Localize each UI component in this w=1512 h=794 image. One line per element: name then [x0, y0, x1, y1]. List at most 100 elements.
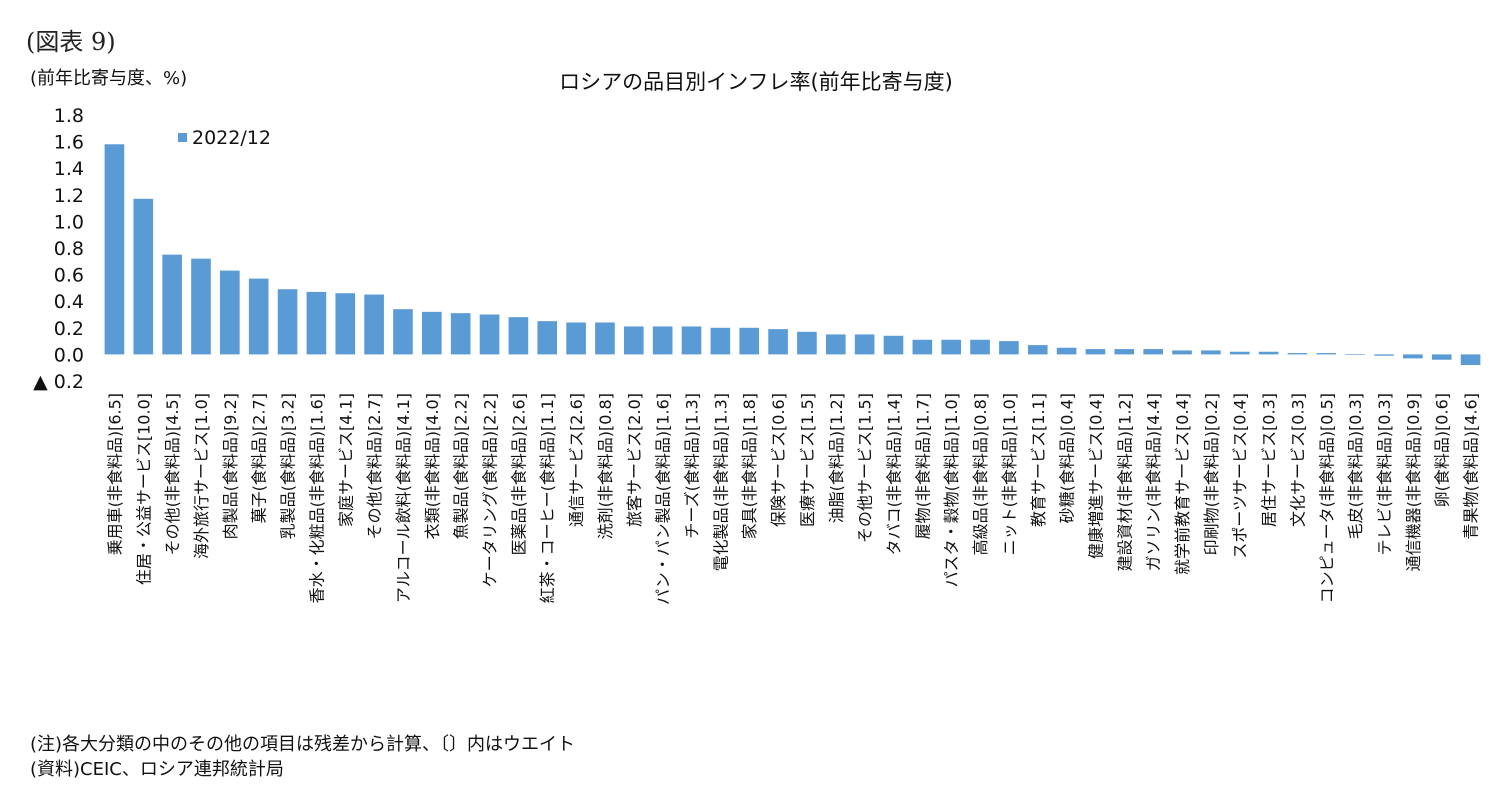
y-tick-label: ▲ 0.2	[33, 371, 84, 393]
bar	[825, 334, 846, 355]
bar	[450, 313, 471, 355]
x-category-label: 医薬品(非食料品)[2.6]	[509, 393, 528, 555]
x-category-label: テレビ(非食料品)[0.3]	[1375, 393, 1394, 555]
legend-label: 2022/12	[192, 127, 271, 149]
x-axis-labels: 乗用車(非食料品)[6.5] 住居・公益サービス[10.0] その他(非食料品)[4…	[105, 393, 1480, 605]
x-category-label: コンピュータ(非食料品)[0.5]	[1317, 393, 1336, 603]
bar	[768, 329, 788, 355]
x-category-label: 菓子(食料品)[2.7]	[250, 393, 269, 523]
x-category-label: 魚製品(食料品)[2.2]	[452, 393, 471, 539]
bar	[162, 254, 182, 355]
x-category-label: 家具(非食料品)[1.8]	[740, 393, 759, 539]
bar	[1114, 349, 1135, 355]
bar	[133, 198, 154, 355]
bar	[393, 309, 413, 355]
y-tick-label: 1.2	[54, 185, 84, 207]
footnote-source: (資料)CEIC、ロシア連邦統計局	[30, 759, 284, 780]
bar	[1085, 349, 1106, 355]
x-category-label: 乳製品(食料品)[3.2]	[279, 393, 298, 539]
x-category-label: パスタ・穀物(食料品)[1.0]	[942, 393, 961, 587]
bar	[1403, 354, 1423, 359]
bar-series	[104, 144, 1481, 366]
x-category-label: 履物(非食料品)[1.7]	[913, 393, 932, 539]
bar	[1431, 354, 1452, 360]
bar	[797, 331, 817, 355]
bar	[1345, 354, 1365, 355]
bar	[652, 326, 673, 355]
y-tick-label: 1.0	[54, 211, 84, 233]
y-tick-label: 0.2	[54, 318, 84, 340]
bar	[364, 294, 384, 355]
bar	[220, 270, 240, 355]
bar	[912, 339, 933, 355]
x-category-label: 就学前教育サービス[0.4]	[1173, 393, 1192, 575]
x-category-label: 医療サービス[1.5]	[798, 393, 817, 527]
x-category-label: チーズ(食料品)[1.3]	[683, 393, 702, 539]
x-category-label: スポーツサービス[0.4]	[1231, 393, 1250, 559]
bar	[1056, 347, 1077, 355]
bar	[1027, 345, 1048, 355]
x-category-label: 青果物(食料品)[4.6]	[1462, 393, 1481, 539]
figure-label: (図表 9)	[26, 28, 116, 56]
y-tick-label: 0.8	[54, 238, 84, 260]
bar	[1316, 353, 1337, 355]
bar	[1201, 350, 1221, 355]
unit-label: (前年比寄与度、%)	[30, 68, 188, 89]
x-category-label: 高級品(非食料品)[0.8]	[971, 393, 990, 555]
x-category-label: 電化製品(非食料品)[1.3]	[711, 393, 730, 571]
bar	[595, 322, 615, 355]
x-category-label: 卵(食料品)[0.6]	[1433, 393, 1452, 507]
x-category-label: パン・パン製品(食料品)[1.6]	[654, 393, 673, 605]
footnote-note: (注)各大分類の中のその他の項目は残差から計算、〔〕内はウエイト	[30, 734, 576, 755]
x-category-label: 住居・公益サービス[10.0]	[134, 393, 153, 585]
bar	[710, 327, 731, 355]
bar	[1143, 349, 1163, 355]
x-category-label: 紅茶・コーヒー(食料品)[1.1]	[538, 393, 557, 603]
x-category-label: 保険サービス[0.6]	[769, 393, 788, 527]
x-category-label: 健康増進サービス[0.4]	[1086, 393, 1105, 559]
bar	[1460, 354, 1481, 366]
bar	[248, 278, 269, 355]
x-category-label: その他サービス[1.5]	[856, 393, 875, 543]
legend-swatch	[178, 133, 187, 142]
bar	[537, 321, 558, 355]
bar	[1258, 351, 1279, 355]
bar	[191, 258, 211, 355]
y-tick-label: 1.6	[54, 132, 84, 154]
x-category-label: その他(非食料品)[4.5]	[163, 393, 182, 555]
bar-chart: 1.8 1.6 1.4 1.2 1.0 0.8 0.6 0.4 0.2 0.0 ▲ 0.2 乗用車(…	[33, 105, 1481, 605]
bar	[941, 339, 962, 355]
legend: 2022/12	[178, 127, 271, 149]
x-category-label: 衣類(非食料品)[4.0]	[423, 393, 442, 539]
bar	[1172, 350, 1192, 355]
x-category-label: 印刷物(非食料品)[0.2]	[1202, 393, 1221, 555]
x-category-label: 乗用車(非食料品)[6.5]	[105, 393, 124, 555]
y-tick-label: 0.6	[54, 265, 84, 287]
x-category-label: 洗剤(非食料品)[0.8]	[596, 393, 615, 539]
x-category-label: 教育サービス[1.1]	[1029, 393, 1048, 527]
bar	[623, 326, 644, 355]
bar	[999, 341, 1019, 355]
bar	[1374, 354, 1394, 356]
x-category-label: ガソリン(非食料品)[4.4]	[1144, 393, 1163, 571]
x-category-label: 通信サービス[2.6]	[567, 393, 586, 527]
x-category-label: 建設資材(非食料品)[1.2]	[1115, 393, 1134, 571]
bar	[422, 311, 442, 355]
bar	[970, 339, 990, 355]
bar	[335, 293, 356, 355]
x-category-label: 毛皮(非食料品)[0.3]	[1346, 393, 1365, 539]
x-category-label: 旅客サービス[2.0]	[625, 393, 644, 527]
x-category-label: ケータリング(食料品)[2.2]	[481, 393, 500, 587]
x-category-label: 肉製品(食料品)[9.2]	[221, 393, 240, 539]
bar	[1229, 351, 1250, 355]
x-category-label: アルコール飲料(食料品)[4.1]	[394, 393, 413, 603]
y-tick-label: 0.0	[54, 344, 84, 366]
bar	[883, 335, 904, 355]
bar	[739, 327, 760, 355]
x-category-label: ニット(非食料品)[1.0]	[1000, 393, 1019, 555]
x-category-label: 文化サービス[0.3]	[1288, 393, 1307, 527]
bar	[104, 144, 125, 355]
x-category-label: 香水・化粧品(非食料品)[1.6]	[307, 393, 326, 603]
x-category-label: その他(食料品)[2.7]	[365, 393, 384, 539]
x-category-label: 砂糖(食料品)[0.4]	[1058, 393, 1077, 523]
